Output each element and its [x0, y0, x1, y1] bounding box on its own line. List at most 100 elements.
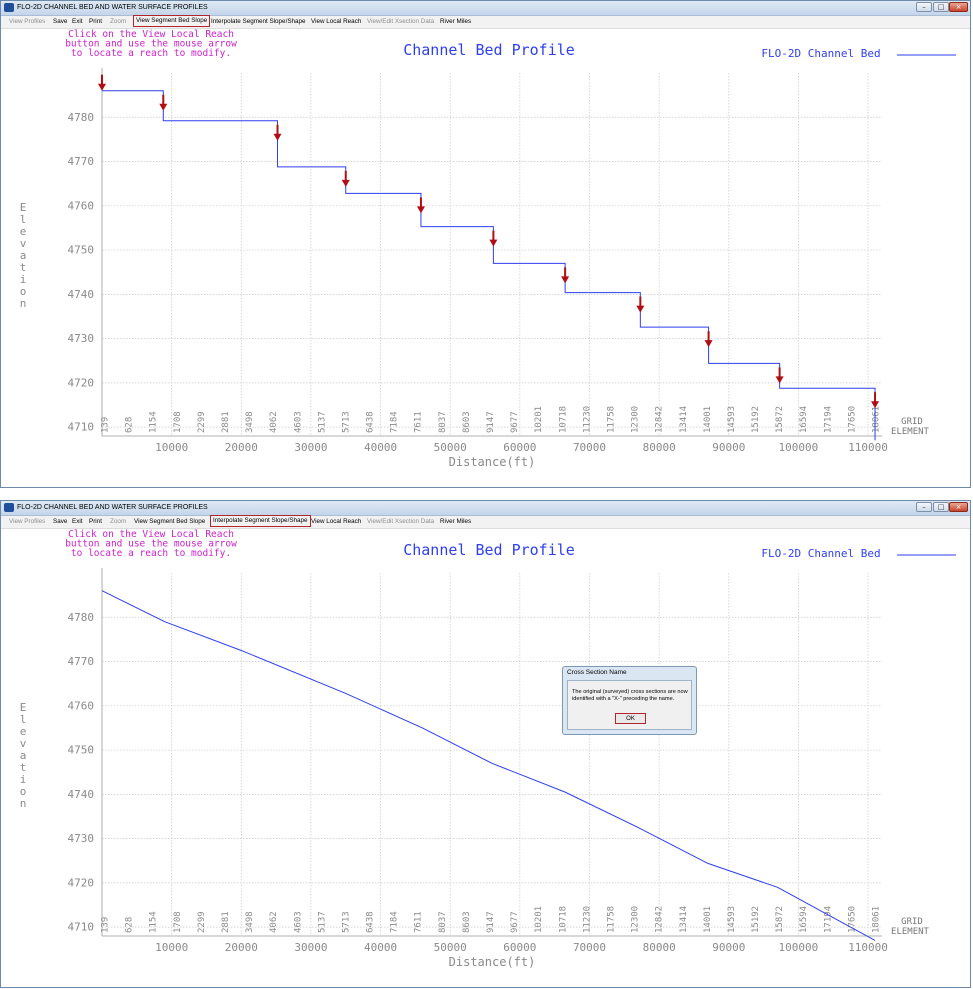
x-tick-label: 10000	[155, 441, 188, 454]
app-icon	[4, 3, 14, 12]
y-axis-label: v	[20, 237, 27, 250]
x-tick-label: 40000	[364, 941, 397, 954]
minimize-button[interactable]: –	[916, 502, 932, 512]
legend-label: FLO-2D Channel Bed	[761, 47, 880, 60]
y-axis-label: o	[20, 285, 27, 298]
menu-zoom: Zoom	[110, 518, 127, 525]
marker-arrow-head	[871, 401, 880, 409]
y-tick-label: 4720	[68, 376, 95, 389]
menu-view-profiles: View Profiles	[9, 18, 46, 25]
cross-section-dialog: Cross Section Name The original (surveye…	[562, 666, 697, 735]
menu-view-edit-xsection-data: View/Edit Xsection Data	[367, 518, 435, 525]
close-button[interactable]: ×	[949, 2, 968, 12]
x-tick-label: 90000	[712, 441, 745, 454]
title-bar[interactable]: FLO-2D CHANNEL BED AND WATER SURFACE PRO…	[1, 1, 970, 16]
grid-element-label: 7184	[390, 911, 400, 933]
chart-title: Channel Bed Profile	[403, 541, 575, 559]
y-axis-label: e	[20, 225, 27, 238]
menu-exit[interactable]: Exit	[72, 18, 83, 25]
close-button[interactable]: ×	[949, 502, 968, 512]
menu-view-local-reach[interactable]: View Local Reach	[311, 518, 362, 525]
menu-view-segment-bed-slope[interactable]: View Segment Bed Slope	[133, 15, 211, 27]
grid-element-label: 1154	[149, 911, 159, 933]
minimize-button[interactable]: –	[916, 2, 932, 12]
grid-element-label: 15872	[775, 906, 785, 933]
y-axis-label: n	[20, 797, 27, 810]
grid-element-label: 5137	[317, 911, 327, 933]
marker-arrow-head	[704, 340, 713, 348]
menu-print[interactable]: Print	[89, 518, 102, 525]
x-axis-label: Distance(ft)	[449, 455, 536, 469]
grid-element-label: 17650	[847, 406, 857, 433]
menu-save[interactable]: Save	[53, 518, 68, 525]
dialog-message-line: identified with a "X-" preceding the nam…	[572, 696, 675, 702]
marker-arrow-head	[341, 179, 350, 187]
grid-element-label: 8037	[438, 411, 448, 433]
y-axis-label: t	[20, 261, 27, 274]
grid-element-label: 8603	[462, 911, 472, 933]
menu-exit[interactable]: Exit	[72, 518, 83, 525]
y-tick-label: 4780	[68, 111, 95, 124]
x-tick-label: 100000	[779, 941, 819, 954]
instruction-note: Click on the View Local Reach	[68, 529, 234, 540]
menu-view-local-reach[interactable]: View Local Reach	[311, 18, 362, 25]
menu-interpolate-segment-slope-shape[interactable]: Interpolate Segment Slope/Shape	[210, 515, 311, 527]
y-axis-label: i	[20, 273, 27, 286]
menu-bar: View Profiles Save Exit Print Zoom View Segme…	[1, 515, 970, 529]
marker-arrow-head	[561, 276, 570, 284]
grid-element-label: 14593	[727, 906, 737, 933]
x-tick-label: 80000	[643, 941, 676, 954]
grid-element-label: 18061	[872, 406, 882, 433]
instruction-note: to locate a reach to modify.	[71, 548, 231, 559]
menu-save[interactable]: Save	[53, 18, 68, 25]
grid-element-label: 4603	[293, 911, 303, 933]
grid-element-label: 11758	[606, 906, 616, 933]
y-tick-label: 4710	[68, 921, 95, 934]
marker-arrow-head	[159, 103, 168, 111]
x-tick-label: 50000	[434, 941, 467, 954]
menu-interpolate-segment-slope-shape[interactable]: Interpolate Segment Slope/Shape	[211, 18, 306, 25]
maximize-button[interactable]: □	[933, 502, 949, 512]
menu-river-miles[interactable]: River Miles	[440, 18, 472, 25]
marker-arrow-head	[636, 305, 645, 313]
grid-element-label: 11230	[582, 406, 592, 433]
grid-element-label: 10201	[534, 906, 544, 933]
x-tick-label: 100000	[779, 441, 819, 454]
grid-element-label: 17650	[847, 906, 857, 933]
menu-view-segment-bed-slope[interactable]: View Segment Bed Slope	[134, 518, 206, 525]
grid-element-label: 10718	[558, 406, 568, 433]
dialog-body: The original (surveyed) cross sections a…	[567, 680, 692, 730]
app-icon	[4, 503, 14, 512]
grid-element-label: 11758	[606, 406, 616, 433]
maximize-button[interactable]: □	[933, 2, 949, 12]
menu-print[interactable]: Print	[89, 18, 102, 25]
legend-label: FLO-2D Channel Bed	[761, 547, 880, 560]
y-axis-label: E	[20, 701, 27, 714]
grid-element-label: 17194	[823, 906, 833, 933]
y-tick-label: 4740	[68, 788, 95, 801]
grid-element-label: 13414	[679, 906, 689, 933]
menu-view-edit-xsection-data: View/Edit Xsection Data	[367, 18, 435, 25]
grid-element-label: 14001	[703, 906, 713, 933]
grid-element-label: 6438	[366, 911, 376, 933]
grid-element-label: 8037	[438, 911, 448, 933]
grid-element-label: 4603	[293, 411, 303, 433]
x-tick-label: 50000	[434, 441, 467, 454]
x-tick-label: 20000	[225, 941, 258, 954]
grid-element-label: 1154	[149, 411, 159, 433]
grid-element-label: 12300	[631, 406, 641, 433]
x-axis-label: Distance(ft)	[449, 955, 536, 969]
title-bar[interactable]: FLO-2D CHANNEL BED AND WATER SURFACE PRO…	[1, 501, 970, 516]
ok-button[interactable]: OK	[615, 713, 646, 724]
y-axis-label: a	[20, 749, 27, 762]
menu-river-miles[interactable]: River Miles	[440, 518, 472, 525]
grid-element-label: 2299	[197, 911, 207, 933]
grid-element-label: 139	[101, 417, 111, 433]
grid-element-label: 4062	[269, 411, 279, 433]
grid-element-heading: ELEMENT	[891, 427, 930, 437]
menu-zoom: Zoom	[110, 18, 127, 25]
marker-arrow-head	[489, 239, 498, 247]
grid-element-label: 15192	[751, 406, 761, 433]
dialog-message-line: The original (surveyed) cross sections a…	[572, 689, 688, 695]
window-title: FLO-2D CHANNEL BED AND WATER SURFACE PRO…	[17, 504, 208, 511]
